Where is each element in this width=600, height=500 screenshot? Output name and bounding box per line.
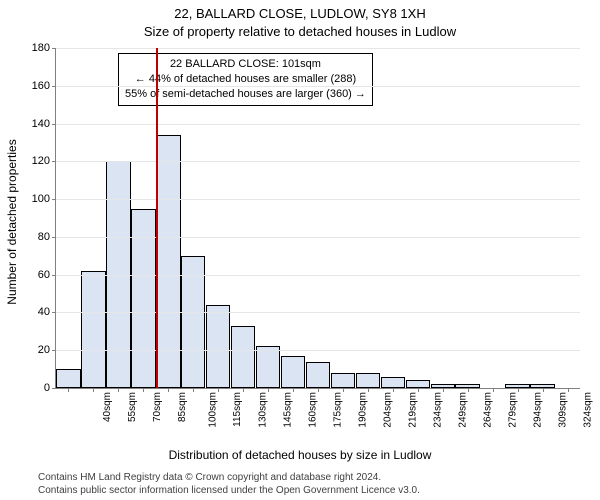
marker-line <box>156 48 158 388</box>
ytick-mark <box>52 275 56 276</box>
gridline-h <box>56 161 580 162</box>
gridline-h <box>56 86 580 87</box>
gridline-h <box>56 237 580 238</box>
xtick-label: 130sqm <box>258 392 269 428</box>
ytick-label: 180 <box>10 42 50 54</box>
xtick-mark <box>318 388 319 392</box>
xtick-label: 219sqm <box>407 392 418 428</box>
xtick-label: 279sqm <box>507 392 518 428</box>
xtick-mark <box>218 388 219 392</box>
page-title-line2: Size of property relative to detached ho… <box>0 24 600 39</box>
xtick-label: 100sqm <box>208 392 219 428</box>
xtick-mark <box>468 388 469 392</box>
xtick-mark <box>568 388 569 392</box>
histogram-bar <box>281 356 305 388</box>
x-axis-label: Distribution of detached houses by size … <box>0 448 600 462</box>
xtick-label: 70sqm <box>152 392 163 422</box>
gridline-h <box>56 350 580 351</box>
histogram-bar <box>81 271 105 388</box>
footer-attribution: Contains HM Land Registry data © Crown c… <box>0 472 600 497</box>
xtick-mark <box>168 388 169 392</box>
ytick-mark <box>52 124 56 125</box>
xtick-mark <box>193 388 194 392</box>
xtick-mark <box>143 388 144 392</box>
annotation-line-2: ← 44% of detached houses are smaller (28… <box>125 72 366 87</box>
xtick-mark <box>368 388 369 392</box>
gridline-h <box>56 312 580 313</box>
xtick-mark <box>543 388 544 392</box>
ytick-label: 60 <box>10 269 50 281</box>
ytick-mark <box>52 48 56 49</box>
xtick-mark <box>243 388 244 392</box>
histogram-bar <box>56 369 80 388</box>
ytick-label: 100 <box>10 193 50 205</box>
annotation-line-3: 55% of semi-detached houses are larger (… <box>125 87 366 102</box>
xtick-mark <box>93 388 94 392</box>
xtick-mark <box>343 388 344 392</box>
ytick-label: 0 <box>10 382 50 394</box>
ytick-mark <box>52 237 56 238</box>
xtick-label: 85sqm <box>177 392 188 422</box>
ytick-mark <box>52 350 56 351</box>
histogram-bar <box>256 346 280 388</box>
xtick-mark <box>418 388 419 392</box>
xtick-mark <box>118 388 119 392</box>
histogram-bar <box>356 373 380 388</box>
annotation-line-1: 22 BALLARD CLOSE: 101sqm <box>125 57 366 72</box>
ytick-mark <box>52 312 56 313</box>
gridline-h <box>56 48 580 49</box>
histogram-bar <box>331 373 355 388</box>
histogram-bar <box>406 380 430 388</box>
ytick-mark <box>52 161 56 162</box>
ytick-label: 80 <box>10 231 50 243</box>
xtick-label: 309sqm <box>557 392 568 428</box>
xtick-label: 249sqm <box>457 392 468 428</box>
histogram-bar <box>131 209 155 388</box>
ytick-label: 20 <box>10 344 50 356</box>
xtick-label: 324sqm <box>582 392 593 428</box>
histogram-bar <box>231 326 255 388</box>
xtick-label: 264sqm <box>482 392 493 428</box>
xtick-mark <box>393 388 394 392</box>
ytick-label: 140 <box>10 118 50 130</box>
xtick-mark <box>493 388 494 392</box>
xtick-label: 55sqm <box>127 392 138 422</box>
xtick-label: 160sqm <box>308 392 319 428</box>
y-axis-label-wrap: Number of detached properties <box>2 0 18 500</box>
xtick-label: 234sqm <box>432 392 443 428</box>
xtick-label: 175sqm <box>333 392 344 428</box>
chart-plot-area: 22 BALLARD CLOSE: 101sqm ← 44% of detach… <box>55 48 580 389</box>
footer-line-1: Contains HM Land Registry data © Crown c… <box>38 472 600 485</box>
ytick-mark <box>52 199 56 200</box>
gridline-h <box>56 124 580 125</box>
ytick-mark <box>52 86 56 87</box>
footer-line-2: Contains public sector information licen… <box>38 485 600 498</box>
xtick-mark <box>518 388 519 392</box>
xtick-label: 145sqm <box>283 392 294 428</box>
page-title-line1: 22, BALLARD CLOSE, LUDLOW, SY8 1XH <box>0 6 600 21</box>
histogram-bar <box>206 305 230 388</box>
ytick-label: 160 <box>10 80 50 92</box>
histogram-bar <box>306 362 330 388</box>
xtick-label: 204sqm <box>383 392 394 428</box>
xtick-mark <box>68 388 69 392</box>
gridline-h <box>56 275 580 276</box>
xtick-label: 294sqm <box>532 392 543 428</box>
histogram-bar <box>381 377 405 388</box>
xtick-label: 40sqm <box>102 392 113 422</box>
xtick-mark <box>293 388 294 392</box>
gridline-h <box>56 199 580 200</box>
ytick-label: 120 <box>10 155 50 167</box>
ytick-mark <box>52 388 56 389</box>
xtick-label: 115sqm <box>232 392 243 427</box>
xtick-mark <box>268 388 269 392</box>
xtick-mark <box>443 388 444 392</box>
ytick-label: 40 <box>10 306 50 318</box>
xtick-label: 190sqm <box>358 392 369 428</box>
